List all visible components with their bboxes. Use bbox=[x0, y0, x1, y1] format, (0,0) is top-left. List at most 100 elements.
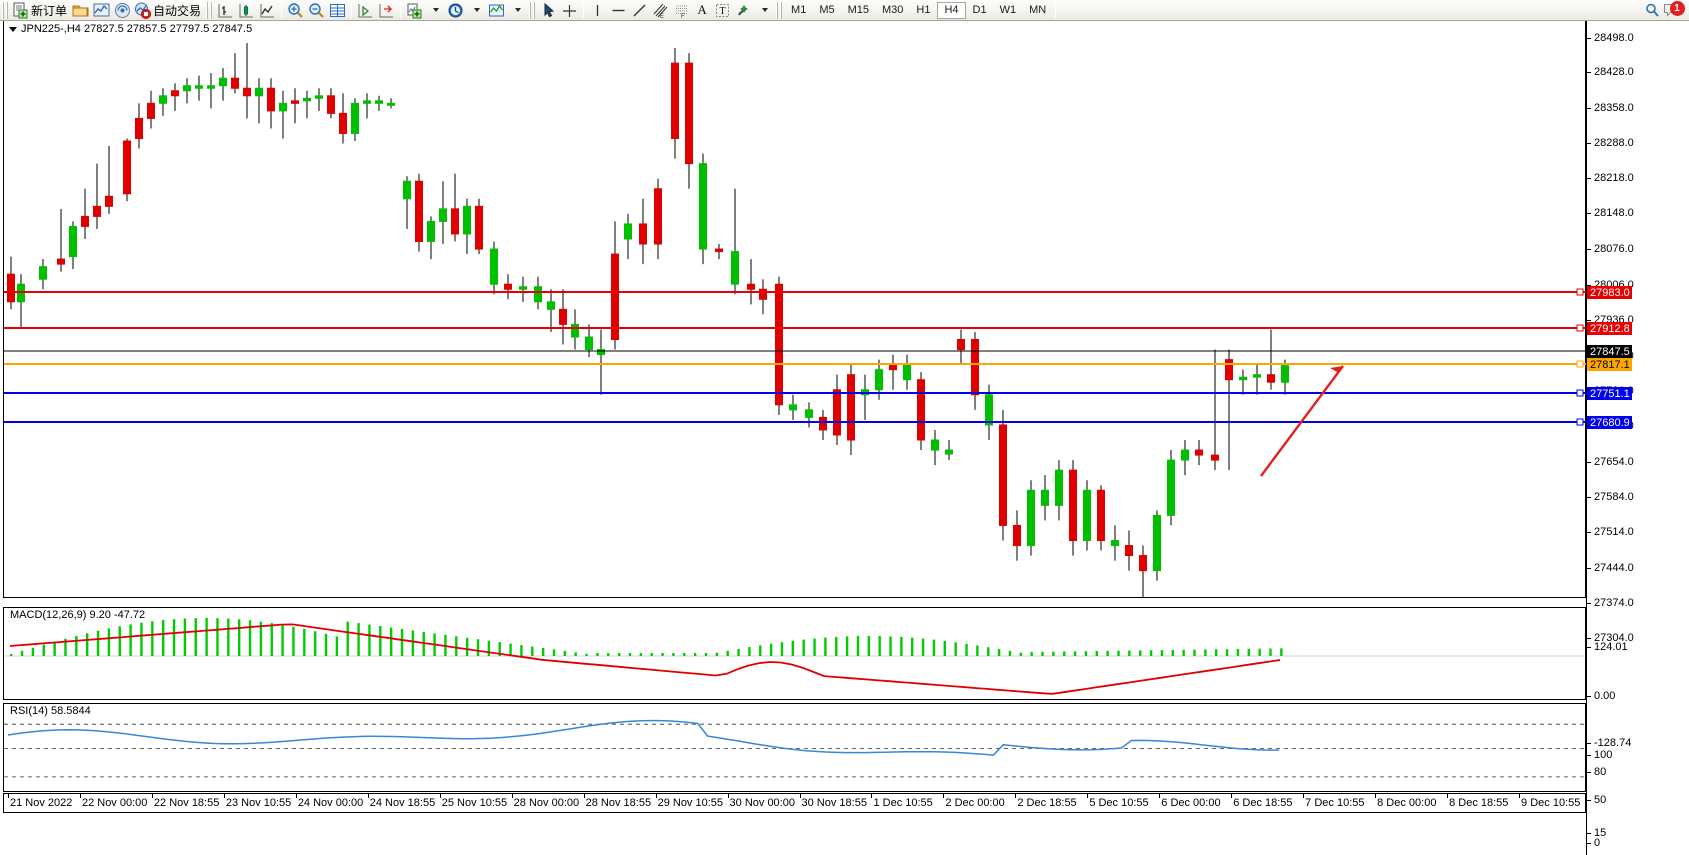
macd-histogram-bar bbox=[476, 639, 480, 656]
time-label: 23 Nov 10:55 bbox=[225, 797, 292, 809]
new-order-button[interactable]: 新订单 bbox=[11, 1, 70, 20]
macd-histogram-bar bbox=[541, 647, 545, 656]
macd-histogram-bar bbox=[769, 643, 773, 656]
price-tick: 28076.0 bbox=[1587, 243, 1634, 255]
period-button[interactable] bbox=[445, 1, 466, 20]
time-label: 25 Nov 10:55 bbox=[441, 797, 508, 809]
macd-histogram-bar bbox=[31, 647, 35, 656]
notifications-button[interactable]: 1 bbox=[1663, 0, 1685, 20]
chart-area[interactable]: JPN225-,H4 27827.5 27857.5 27797.5 27847… bbox=[0, 21, 1689, 855]
level-handle[interactable] bbox=[1576, 324, 1584, 332]
zoom-in-button[interactable] bbox=[285, 1, 306, 20]
profiles-button[interactable] bbox=[70, 1, 91, 20]
indicators-button[interactable] bbox=[404, 1, 425, 20]
toolbar-grip-2[interactable] bbox=[206, 1, 214, 19]
macd-histogram-bar bbox=[878, 636, 881, 656]
macd-histogram-bar bbox=[954, 642, 957, 656]
level-handle[interactable] bbox=[1576, 288, 1584, 296]
price-tick: 28358.0 bbox=[1587, 102, 1634, 114]
price-tag-resistance-2[interactable]: 27912.8 bbox=[1587, 322, 1632, 335]
time-label: 6 Dec 00:00 bbox=[1161, 797, 1221, 809]
macd-pane[interactable]: MACD(12,26,9) 9.20 -47.72 bbox=[3, 607, 1586, 700]
price-tag-entry-level[interactable]: 27817.1 bbox=[1587, 358, 1632, 371]
rsi-pane[interactable]: RSI(14) 58.5844 bbox=[3, 703, 1586, 792]
macd-histogram-bar bbox=[704, 653, 708, 656]
arrows-dropdown[interactable] bbox=[754, 1, 774, 20]
toolbar-grip-4[interactable] bbox=[776, 1, 784, 19]
period-dropdown[interactable] bbox=[466, 1, 486, 20]
auto-trading-icon bbox=[135, 2, 152, 19]
auto-trading-button[interactable]: 自动交易 bbox=[133, 1, 204, 20]
level-handle[interactable] bbox=[1576, 360, 1584, 368]
timeframe-h4[interactable]: H4 bbox=[937, 1, 966, 19]
price-tag-support-1[interactable]: 27751.1 bbox=[1587, 387, 1632, 400]
horizontal-line-button[interactable] bbox=[608, 1, 629, 20]
search-button[interactable] bbox=[1642, 1, 1663, 20]
price-scale[interactable]: 28498.0 28428.0 28358.0 28288.0 28218.0 28148… bbox=[1586, 21, 1689, 855]
price-pane[interactable]: JPN225-,H4 27827.5 27857.5 27797.5 27847… bbox=[3, 21, 1586, 598]
timeframe-m30[interactable]: M30 bbox=[882, 4, 904, 16]
timeframe-w1[interactable]: W1 bbox=[999, 4, 1017, 16]
macd-histogram-bar bbox=[1106, 650, 1109, 656]
candle bbox=[7, 256, 15, 310]
crosshair-button[interactable] bbox=[559, 1, 580, 20]
candle bbox=[387, 98, 395, 109]
macd-histogram-bar bbox=[672, 653, 675, 656]
indicators-dropdown[interactable] bbox=[425, 1, 445, 20]
candle bbox=[571, 309, 579, 350]
chevron-down-icon[interactable] bbox=[9, 26, 17, 32]
chart-shift-button[interactable] bbox=[376, 1, 397, 20]
timeframe-m15[interactable]: M15 bbox=[847, 4, 869, 16]
text-label-button[interactable]: T bbox=[712, 1, 733, 20]
candle bbox=[439, 181, 447, 245]
bar-chart-button[interactable] bbox=[215, 1, 236, 20]
candlestick-chart-button[interactable] bbox=[236, 1, 257, 20]
candle bbox=[475, 198, 483, 255]
price-tag-resistance-1[interactable]: 27983.0 bbox=[1587, 286, 1632, 299]
price-tag-current-price[interactable]: 27847.5 bbox=[1587, 345, 1632, 358]
macd-histogram-bar bbox=[379, 626, 382, 656]
arrow-shaft[interactable] bbox=[1260, 365, 1344, 477]
macd-histogram-bar bbox=[900, 636, 903, 656]
macd-histogram-bar bbox=[759, 645, 762, 656]
timeframe-m1[interactable]: M1 bbox=[791, 4, 807, 16]
time-label: 7 Dec 10:55 bbox=[1305, 797, 1365, 809]
templates-dropdown[interactable] bbox=[507, 1, 527, 20]
vertical-line-button[interactable] bbox=[587, 1, 608, 20]
macd-histogram-bar bbox=[75, 635, 78, 656]
time-tick bbox=[727, 794, 729, 798]
macd-histogram-bar bbox=[932, 639, 936, 656]
templates-button[interactable] bbox=[486, 1, 507, 20]
fibonacci-button[interactable]: F bbox=[671, 1, 692, 20]
auto-scroll-button[interactable] bbox=[355, 1, 376, 20]
cursor-button[interactable] bbox=[538, 1, 559, 20]
candle bbox=[231, 53, 239, 94]
time-axis[interactable]: 21 Nov 2022 22 Nov 00:00 22 Nov 18:55 23 No… bbox=[3, 793, 1586, 813]
candle bbox=[279, 90, 287, 139]
main-toolbar: 新订单 bbox=[0, 0, 1689, 21]
market-watch-button[interactable] bbox=[91, 1, 112, 20]
price-tick: 27654.0 bbox=[1587, 456, 1634, 468]
arrows-button[interactable] bbox=[733, 1, 754, 20]
toolbar-grip-3[interactable] bbox=[529, 1, 537, 19]
zoom-out-button[interactable] bbox=[306, 1, 327, 20]
timeframe-m5[interactable]: M5 bbox=[819, 4, 835, 16]
macd-histogram-bar bbox=[357, 623, 360, 656]
text-button[interactable]: A bbox=[692, 1, 712, 20]
trendline-button[interactable] bbox=[629, 1, 650, 20]
timeframe-d1[interactable]: D1 bbox=[972, 4, 987, 16]
price-tag-support-2[interactable]: 27680.9 bbox=[1587, 416, 1632, 429]
navigator-button[interactable] bbox=[112, 1, 133, 20]
candle bbox=[1083, 480, 1091, 551]
level-handle[interactable] bbox=[1576, 389, 1584, 397]
macd-histogram-bar bbox=[161, 620, 165, 656]
toolbar-grip[interactable] bbox=[2, 1, 9, 19]
timeframe-h1[interactable]: H1 bbox=[916, 4, 931, 16]
equidistant-channel-button[interactable]: E bbox=[650, 1, 671, 20]
level-handle[interactable] bbox=[1576, 418, 1584, 426]
line-chart-button[interactable] bbox=[257, 1, 278, 20]
symbol-header[interactable]: JPN225-,H4 27827.5 27857.5 27797.5 27847… bbox=[9, 23, 252, 35]
candle bbox=[1027, 480, 1035, 556]
data-window-button[interactable] bbox=[327, 1, 348, 20]
timeframe-mn[interactable]: MN bbox=[1029, 4, 1047, 16]
